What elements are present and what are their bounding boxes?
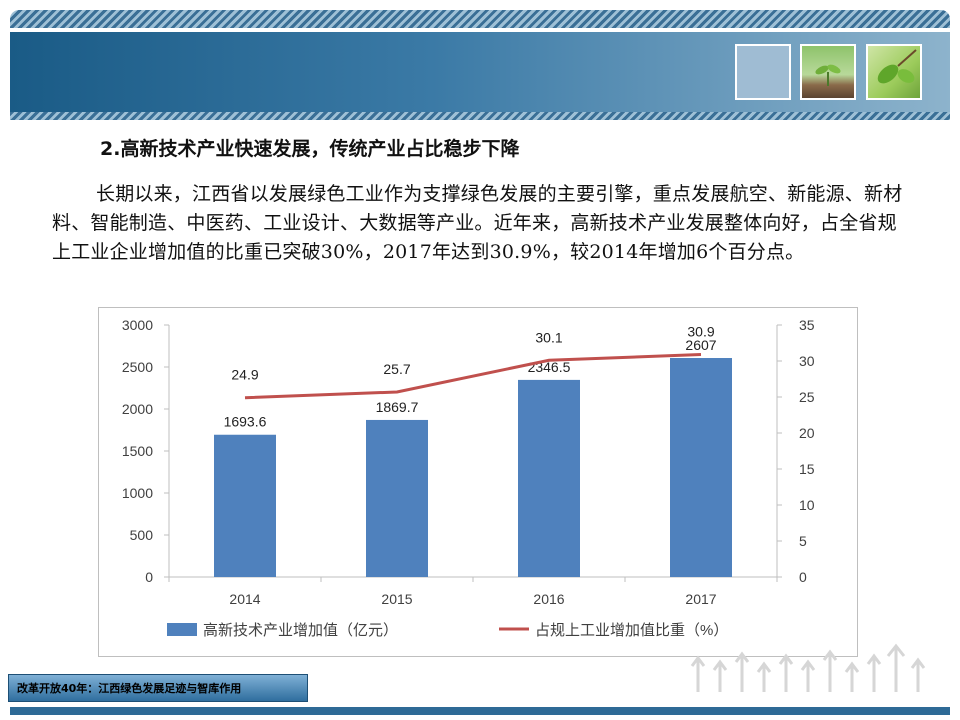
- chart-container: 0 500 1000 1500 2000 2500 3000 0 5 10 15 20 25 30 35 20…: [98, 307, 858, 657]
- x-axis-tick-label: 2016: [533, 591, 564, 607]
- line-value-label: 30.1: [535, 329, 562, 345]
- footer-title-label: 改革开放40年：江西绿色发展足迹与智库作用: [8, 674, 308, 702]
- legend-bar-label: 高新技术产业增加值（亿元）: [203, 622, 398, 639]
- left-axis-tick-label: 0: [145, 569, 153, 585]
- leaf-photo: [866, 44, 922, 100]
- line-value-label: 30.9: [687, 324, 714, 340]
- right-axis-tick-label: 20: [799, 425, 815, 441]
- left-axis-tick-label: 1500: [122, 443, 153, 459]
- header-band: [10, 32, 950, 112]
- header-stripe: [10, 10, 950, 28]
- bar: [214, 434, 276, 577]
- bar-value-label: 1869.7: [376, 399, 419, 415]
- header-stripe-bottom: [10, 112, 950, 120]
- left-axis-tick-label: 500: [130, 527, 154, 543]
- right-axis-tick-label: 5: [799, 533, 807, 549]
- bar: [670, 358, 732, 577]
- bar-value-label: 2607: [685, 337, 716, 353]
- x-axis-tick-label: 2017: [685, 591, 716, 607]
- left-axis-tick-label: 2500: [122, 359, 153, 375]
- bar: [518, 379, 580, 577]
- x-axis-tick-label: 2015: [381, 591, 412, 607]
- right-axis-tick-label: 15: [799, 461, 815, 477]
- combo-chart: 0 500 1000 1500 2000 2500 3000 0 5 10 15 20 25 30 35 20…: [122, 317, 815, 639]
- legend-line-label: 占规上工业增加值比重（%）: [535, 622, 728, 639]
- header-photo-blank: [735, 44, 791, 100]
- left-axis-tick-label: 1000: [122, 485, 153, 501]
- line-value-label: 25.7: [383, 361, 410, 377]
- right-axis-tick-label: 25: [799, 389, 815, 405]
- decorative-plants: [690, 636, 940, 694]
- right-axis-tick-label: 30: [799, 353, 815, 369]
- bar-value-label: 1693.6: [224, 414, 267, 430]
- legend-bar-swatch: [167, 623, 197, 636]
- line-value-label: 24.9: [231, 367, 258, 383]
- right-axis-tick-label: 35: [799, 317, 815, 333]
- right-axis-tick-label: 10: [799, 497, 815, 513]
- series-line: [244, 353, 702, 400]
- right-axis-tick-label: 0: [799, 569, 807, 585]
- seedling-photo: [800, 44, 856, 100]
- body-paragraph: 长期以来，江西省以发展绿色工业作为支撑绿色发展的主要引擎，重点发展航空、新能源、…: [52, 183, 903, 263]
- left-axis-tick-label: 2000: [122, 401, 153, 417]
- section-heading: 2.高新技术产业快速发展，传统产业占比稳步下降: [100, 138, 520, 160]
- bar: [366, 419, 428, 577]
- footer-title-text: 改革开放40年：江西绿色发展足迹与智库作用: [17, 682, 242, 695]
- footer-bar: [10, 707, 950, 715]
- x-axis-tick-label: 2014: [229, 591, 260, 607]
- left-axis-tick-label: 3000: [122, 317, 153, 333]
